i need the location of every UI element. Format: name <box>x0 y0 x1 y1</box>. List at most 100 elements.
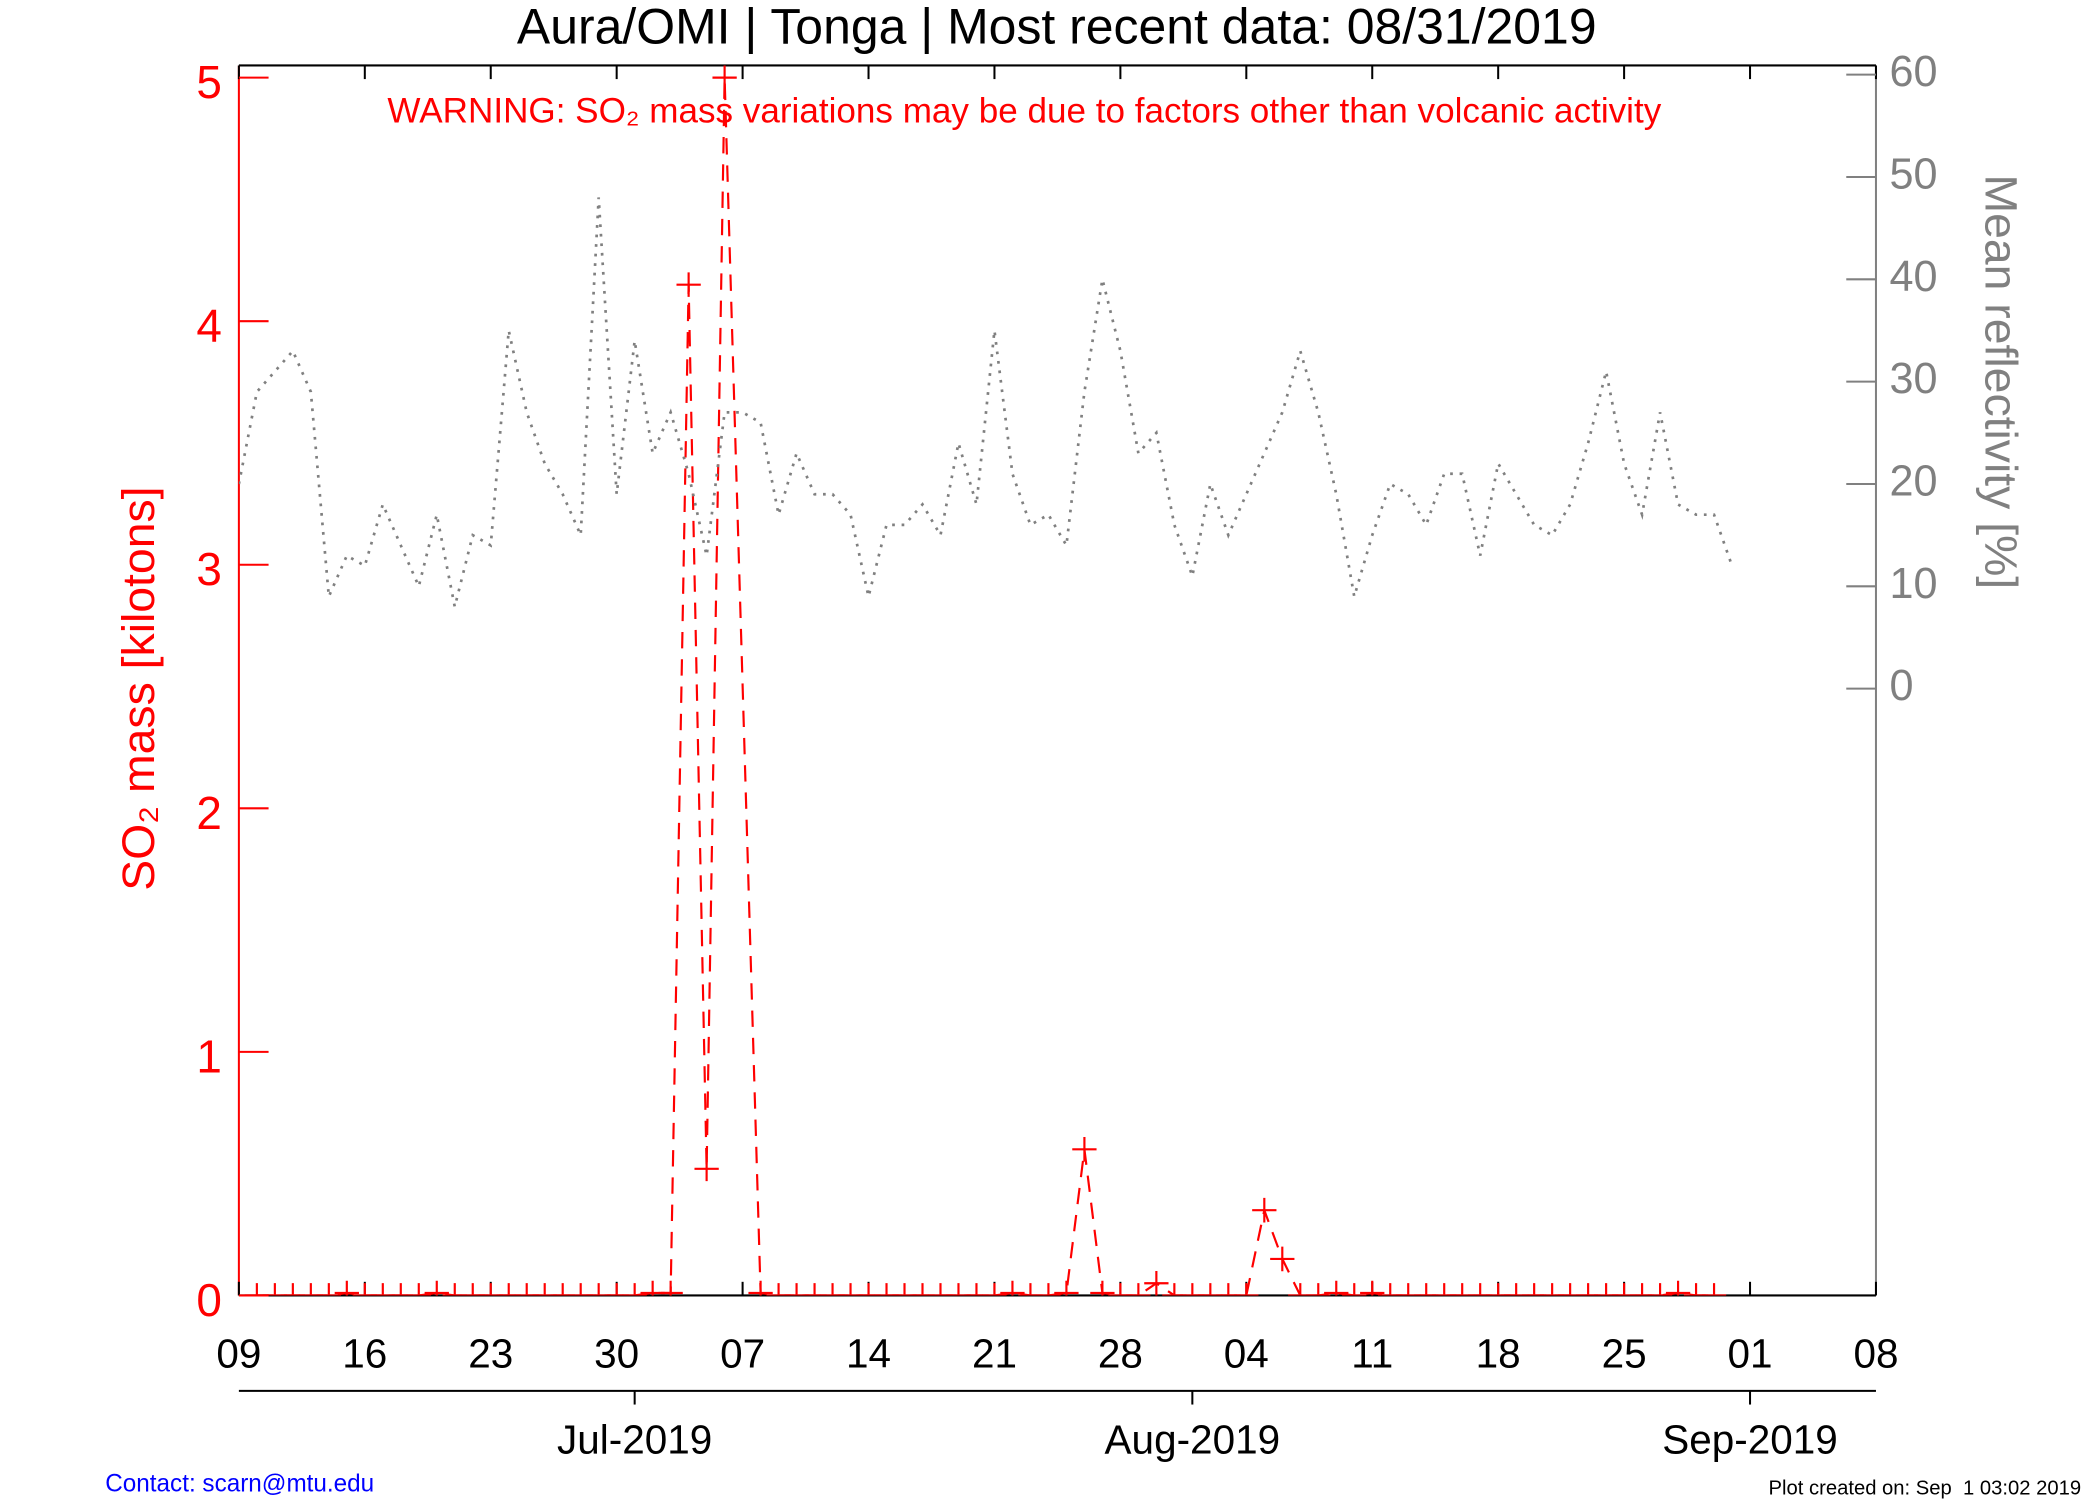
marker <box>370 1283 395 1296</box>
y-tick-label: 2 <box>196 787 222 839</box>
marker <box>1593 1283 1619 1296</box>
marker <box>1342 1283 1367 1296</box>
marker <box>946 1283 971 1296</box>
month-label: Jul-2019 <box>557 1416 712 1462</box>
marker <box>1000 1280 1025 1296</box>
y2-tick-label: 60 <box>1889 48 1937 96</box>
marker <box>316 1283 341 1296</box>
marker <box>928 1283 953 1296</box>
marker <box>406 1283 431 1296</box>
marker <box>1144 1271 1169 1296</box>
marker <box>1162 1283 1187 1296</box>
marker <box>352 1283 377 1296</box>
y-tick-label: 5 <box>196 56 222 108</box>
y-tick-label: 0 <box>196 1274 222 1326</box>
x-tick-label: 21 <box>972 1330 1017 1376</box>
marker <box>1306 1283 1331 1296</box>
marker <box>622 1283 647 1296</box>
marker <box>604 1283 629 1296</box>
y2-tick-label: 10 <box>1889 560 1937 608</box>
x-tick-label: 01 <box>1728 1330 1773 1376</box>
marker <box>1396 1283 1421 1296</box>
x-tick-label: 08 <box>1853 1330 1898 1376</box>
x-tick-label: 11 <box>1351 1330 1393 1376</box>
marker <box>802 1283 827 1296</box>
marker <box>676 272 701 297</box>
marker <box>1054 1280 1079 1296</box>
marker <box>514 1283 539 1296</box>
marker <box>1180 1283 1205 1296</box>
x-tick-label: 28 <box>1098 1330 1143 1376</box>
chart-title: Aura/OMI | Tonga | Most recent data: 08/… <box>517 0 1597 54</box>
month-label: Aug-2019 <box>1105 1416 1281 1462</box>
marker <box>262 1283 288 1296</box>
x-tick-label: 23 <box>468 1330 513 1376</box>
marker <box>712 65 737 90</box>
marker <box>1072 1137 1097 1162</box>
marker <box>1540 1283 1565 1296</box>
marker <box>586 1283 611 1296</box>
x-tick-label: 16 <box>342 1330 387 1376</box>
marker <box>1432 1283 1457 1296</box>
plot-area <box>238 65 1734 1296</box>
series-line <box>238 197 1734 608</box>
marker <box>964 1283 989 1296</box>
marker <box>280 1283 305 1296</box>
marker <box>1557 1283 1583 1296</box>
marker <box>1647 1283 1673 1296</box>
warning: WARNING: SO₂ mass variations may be due … <box>387 91 1661 130</box>
marker <box>1486 1283 1511 1296</box>
marker <box>1450 1283 1475 1296</box>
marker <box>1324 1280 1349 1296</box>
marker <box>1360 1280 1385 1296</box>
y-tick-label: 1 <box>196 1030 222 1082</box>
y2-tick-label: 50 <box>1889 150 1937 198</box>
marker <box>442 1283 467 1296</box>
marker <box>658 1280 683 1296</box>
marker <box>424 1280 449 1296</box>
y-tick-label: 3 <box>196 543 222 595</box>
marker <box>892 1283 917 1296</box>
marker <box>1252 1197 1277 1223</box>
marker <box>1108 1283 1133 1296</box>
marker <box>478 1283 503 1296</box>
marker <box>1288 1283 1313 1296</box>
month-label: Sep-2019 <box>1662 1416 1838 1462</box>
y2-axis-label: Mean reflectivity [%] <box>1975 174 2027 589</box>
marker <box>1701 1283 1727 1296</box>
marker <box>298 1283 323 1296</box>
y2-tick-label: 20 <box>1889 457 1937 505</box>
created-note: Plot created on: Sep 1 03:02 2019 <box>1769 1477 2082 1499</box>
marker <box>838 1283 863 1296</box>
marker <box>1468 1283 1493 1296</box>
y-axis-label: SO₂ mass [kilotons] <box>112 486 164 890</box>
marker <box>460 1283 485 1296</box>
marker <box>1414 1283 1439 1296</box>
x-tick-label: 30 <box>594 1330 639 1376</box>
marker <box>1216 1283 1241 1296</box>
marker <box>1629 1283 1655 1296</box>
marker <box>1036 1283 1061 1296</box>
marker <box>910 1283 935 1296</box>
marker <box>568 1283 593 1296</box>
marker <box>1522 1283 1547 1296</box>
marker <box>1198 1283 1223 1296</box>
marker <box>1018 1283 1043 1296</box>
marker <box>550 1283 575 1296</box>
x-tick-label: 18 <box>1476 1330 1521 1376</box>
marker <box>1504 1283 1529 1296</box>
marker <box>1090 1280 1115 1296</box>
x-tick-label: 25 <box>1602 1330 1647 1376</box>
marker <box>244 1283 270 1296</box>
x-tick-label: 07 <box>720 1330 765 1376</box>
marker <box>532 1283 557 1296</box>
marker <box>496 1283 521 1296</box>
marker <box>874 1283 899 1296</box>
marker <box>784 1283 809 1296</box>
series-line <box>256 77 1715 1296</box>
marker <box>1126 1283 1151 1296</box>
marker <box>694 1156 719 1182</box>
marker <box>1683 1283 1709 1296</box>
